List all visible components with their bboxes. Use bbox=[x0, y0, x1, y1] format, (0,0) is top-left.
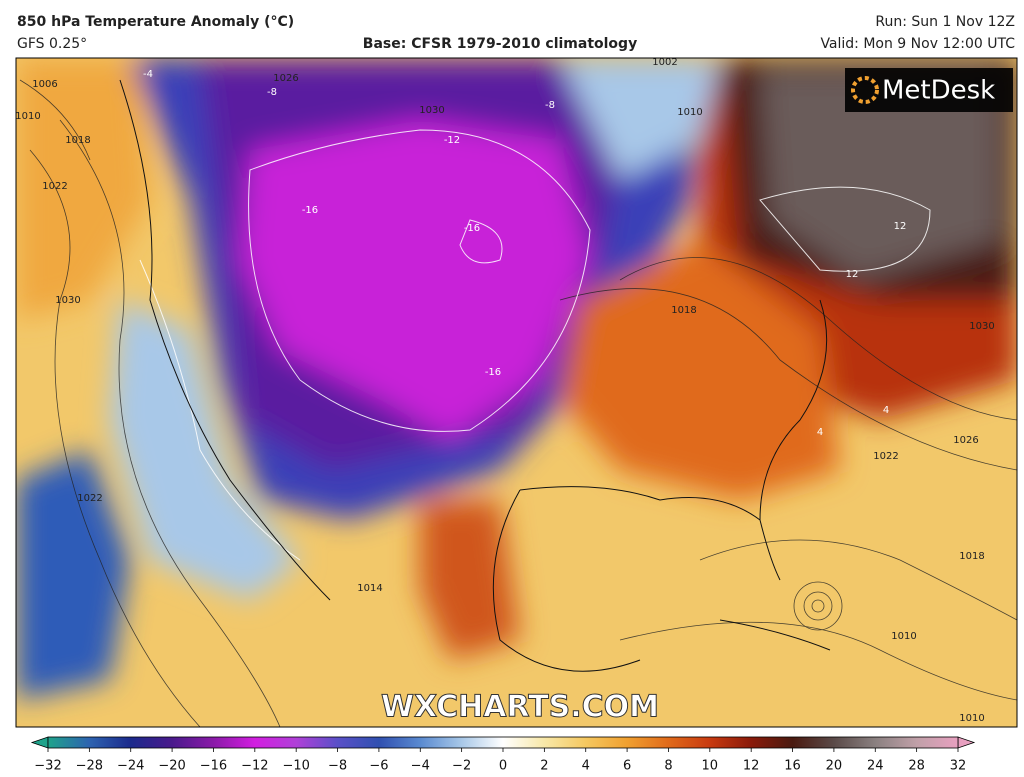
colorbar-tick-label: −6 bbox=[369, 759, 388, 774]
model-label: GFS 0.25° bbox=[17, 36, 87, 52]
logo-icon bbox=[851, 76, 879, 104]
colorbar-bar bbox=[47, 736, 959, 749]
colorbar-arrow bbox=[30, 736, 49, 749]
colorbar-tick-label: 2 bbox=[540, 759, 548, 774]
colorbar-tick-label: 10 bbox=[702, 759, 719, 774]
colorbar-tick-label: 6 bbox=[623, 759, 631, 774]
contour-label: 1022 bbox=[77, 493, 102, 504]
contour-label: 1010 bbox=[959, 713, 984, 724]
contour-label: 1026 bbox=[953, 435, 978, 446]
colorbar-tick-label: 16 bbox=[784, 759, 801, 774]
contour-label: 1002 bbox=[652, 57, 677, 68]
contour-label: 1030 bbox=[55, 295, 80, 306]
contour-label: 1018 bbox=[959, 551, 984, 562]
colorbar-tick-label: −16 bbox=[200, 759, 227, 774]
colorbar: −32 −28 −24 −20 −16 −12 −10 −8 −6 −4 −2 0 2 4 6 8 10 12 16… bbox=[30, 736, 976, 774]
colorbar-tick-label: 4 bbox=[582, 759, 590, 774]
colorbar-tick-label: −12 bbox=[241, 759, 268, 774]
colorbar-tick-label: −24 bbox=[117, 759, 144, 774]
contour-label: 1018 bbox=[65, 135, 90, 146]
contour-label: 1022 bbox=[42, 181, 67, 192]
colorbar-tick-label: −4 bbox=[411, 759, 430, 774]
contour-label: 1006 bbox=[32, 79, 57, 90]
map-title: 850 hPa Temperature Anomaly (°C) bbox=[17, 14, 294, 30]
contour-label: 1022 bbox=[873, 451, 898, 462]
colorbar-tick-label: −20 bbox=[158, 759, 185, 774]
contour-label: 1010 bbox=[891, 631, 916, 642]
contour-label: 12 bbox=[894, 221, 907, 232]
contour-label: 1030 bbox=[969, 321, 994, 332]
contour-label: 1014 bbox=[357, 583, 382, 594]
map-frame bbox=[15, 57, 1018, 728]
colorbar-tick-label: 20 bbox=[826, 759, 843, 774]
contour-label: 1018 bbox=[671, 305, 696, 316]
contour-label: 1010 bbox=[15, 111, 40, 122]
colorbar-tick-label: 32 bbox=[950, 759, 967, 774]
colorbar-tick-label: 24 bbox=[867, 759, 884, 774]
colorbar-tick-label: −8 bbox=[328, 759, 347, 774]
contour-label: 1030 bbox=[419, 105, 444, 116]
contour-label: 1026 bbox=[273, 73, 298, 84]
valid-label: Valid: Mon 9 Nov 12:00 UTC bbox=[820, 36, 1015, 52]
colorbar-tick-label: −28 bbox=[76, 759, 103, 774]
contour-label: 12 bbox=[846, 269, 859, 280]
run-label: Run: Sun 1 Nov 12Z bbox=[875, 14, 1015, 30]
anomaly-contours bbox=[139, 129, 931, 561]
contour-label: 4 bbox=[883, 405, 889, 416]
contour-label: 1010 bbox=[677, 107, 702, 118]
colorbar-tick-label: −32 bbox=[34, 759, 61, 774]
coastlines bbox=[119, 79, 831, 672]
logo: MetDesk bbox=[882, 76, 995, 106]
watermark: WXCHARTS.COM bbox=[381, 690, 659, 725]
colorbar-tick-label: 28 bbox=[908, 759, 925, 774]
logo-box bbox=[845, 68, 1013, 112]
colorbar-tick-label: −10 bbox=[282, 759, 309, 774]
map: 1006 1010 1018 1022 1030 1022 -4 -8 1026 1002 -8 10… bbox=[15, 57, 1017, 727]
contour-label: -16 bbox=[302, 205, 318, 216]
contour-label: -16 bbox=[464, 223, 480, 234]
base-label: Base: CFSR 1979-2010 climatology bbox=[363, 36, 637, 52]
contour-label: 4 bbox=[817, 427, 823, 438]
colorbar-tick-label: 12 bbox=[743, 759, 760, 774]
isobars bbox=[19, 79, 1017, 727]
contour-label: -8 bbox=[267, 87, 277, 98]
colorbar-arrow bbox=[957, 736, 976, 749]
contour-label: -8 bbox=[545, 100, 555, 111]
contour-label: -16 bbox=[485, 367, 501, 378]
colorbar-tick-label: −2 bbox=[452, 759, 471, 774]
colorbar-tick-label: 0 bbox=[499, 759, 507, 774]
contour-label: -4 bbox=[143, 69, 153, 80]
colorbar-tick-label: 8 bbox=[664, 759, 672, 774]
contour-label: -12 bbox=[444, 135, 460, 146]
